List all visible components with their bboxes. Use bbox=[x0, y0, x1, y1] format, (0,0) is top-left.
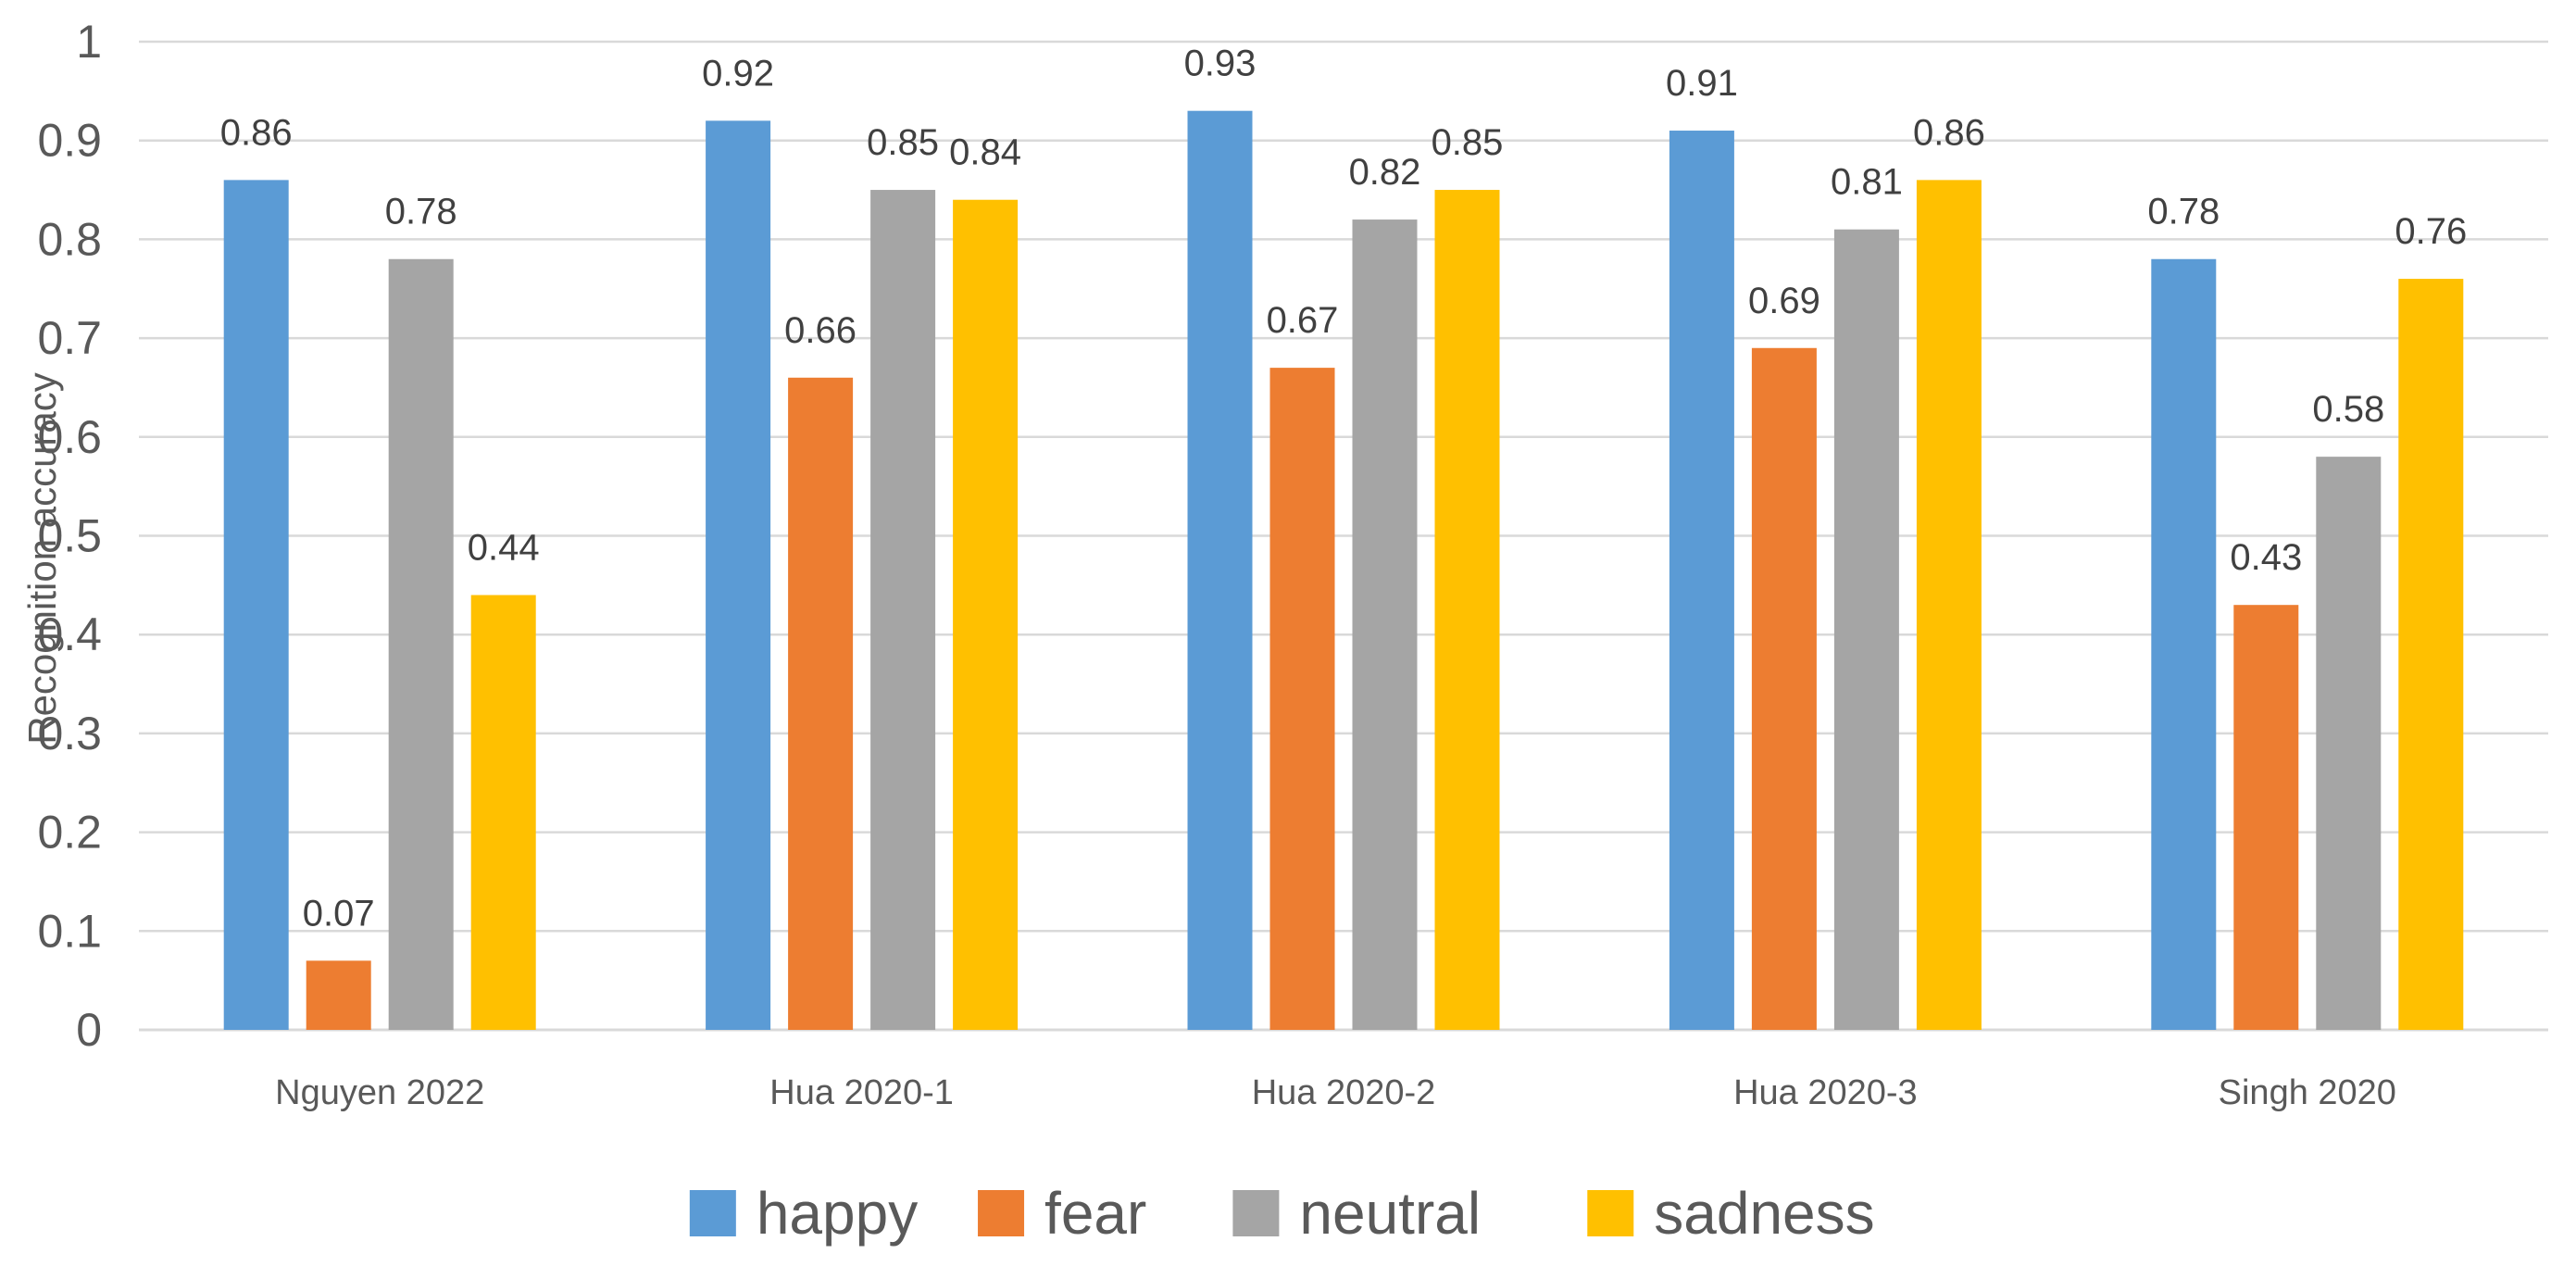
y-tick-label: 0.6 bbox=[37, 411, 102, 463]
x-axis-categories: Nguyen 2022 Hua 2020-1 Hua 2020-2 Hua 2020-… bbox=[275, 1073, 2396, 1112]
data-label-neutral: 0.82 bbox=[1349, 152, 1421, 193]
data-label-fear: 0.69 bbox=[1748, 281, 1820, 321]
data-label-happy: 0.92 bbox=[702, 53, 774, 94]
bar-sadness bbox=[1916, 180, 1982, 1030]
y-tick-label: 0.2 bbox=[37, 807, 102, 859]
bar-sadness bbox=[1434, 190, 1500, 1031]
bar-sadness bbox=[953, 199, 1019, 1031]
y-tick-label: 0 bbox=[76, 1004, 102, 1056]
y-axis-title: Recognition accuracy bbox=[20, 372, 64, 745]
category-label: Hua 2020-1 bbox=[769, 1073, 954, 1112]
data-label-fear: 0.67 bbox=[1267, 300, 1339, 341]
bar-neutral bbox=[2316, 457, 2382, 1030]
bar-fear bbox=[306, 960, 371, 1030]
y-tick-label: 0.9 bbox=[37, 115, 102, 167]
data-label-neutral: 0.85 bbox=[867, 122, 939, 163]
legend-label-fear: fear bbox=[1044, 1180, 1146, 1247]
bar-sadness bbox=[2398, 279, 2464, 1031]
bar-fear bbox=[2233, 605, 2299, 1030]
legend-swatch-happy bbox=[689, 1190, 736, 1236]
data-label-neutral: 0.58 bbox=[2312, 389, 2384, 430]
legend-label-happy: happy bbox=[757, 1180, 918, 1247]
data-label-sadness: 0.85 bbox=[1432, 122, 1504, 163]
data-label-happy: 0.91 bbox=[1666, 63, 1738, 104]
bar-neutral bbox=[1833, 229, 1899, 1031]
category-label: Singh 2020 bbox=[2219, 1073, 2396, 1112]
y-tick-label: 0.4 bbox=[37, 608, 102, 660]
data-label-happy: 0.78 bbox=[2147, 192, 2220, 232]
data-label-sadness: 0.44 bbox=[468, 528, 540, 569]
bar-happy bbox=[1187, 110, 1253, 1030]
y-tick-label: 0.5 bbox=[37, 510, 102, 562]
y-axis-ticks: 0 0.1 0.2 0.3 0.4 0.5 0.6 0.7 0.8 0.9 1 bbox=[37, 16, 102, 1056]
legend: happy fear neutral sadness bbox=[689, 1180, 1875, 1247]
y-tick-label: 0.8 bbox=[37, 213, 102, 265]
legend-swatch-neutral bbox=[1232, 1190, 1280, 1236]
bar-fear bbox=[1269, 368, 1335, 1030]
data-label-fear: 0.66 bbox=[784, 310, 857, 351]
y-tick-label: 0.7 bbox=[37, 312, 102, 364]
legend-label-sadness: sadness bbox=[1654, 1180, 1874, 1247]
data-label-sadness: 0.86 bbox=[1913, 112, 1985, 153]
data-labels: 0.860.070.780.440.920.660.85 0.840.930.67… bbox=[220, 44, 2467, 934]
gridlines bbox=[139, 40, 2548, 1032]
legend-label-neutral: neutral bbox=[1299, 1180, 1481, 1247]
category-label: Hua 2020-2 bbox=[1252, 1073, 1436, 1112]
bar-neutral bbox=[1352, 219, 1418, 1030]
y-tick-label: 1 bbox=[76, 16, 102, 68]
data-label-sadness: 0.84 bbox=[949, 132, 1021, 173]
legend-item-sadness: sadness bbox=[1587, 1180, 1875, 1247]
bar-neutral bbox=[388, 258, 454, 1030]
bar-happy bbox=[2151, 258, 2217, 1030]
data-label-fear: 0.43 bbox=[2230, 537, 2302, 578]
bar-sadness bbox=[470, 595, 536, 1030]
legend-swatch-fear bbox=[978, 1190, 1025, 1236]
legend-item-fear: fear bbox=[978, 1180, 1146, 1247]
data-label-happy: 0.86 bbox=[220, 112, 293, 153]
data-label-fear: 0.07 bbox=[303, 893, 375, 934]
bar-happy bbox=[223, 180, 289, 1030]
bar-fear bbox=[1751, 347, 1817, 1030]
data-label-neutral: 0.78 bbox=[385, 192, 457, 232]
bar-happy bbox=[706, 120, 771, 1031]
bar-happy bbox=[1669, 131, 1734, 1030]
y-tick-label: 0.1 bbox=[37, 905, 102, 957]
legend-item-happy: happy bbox=[689, 1180, 918, 1247]
y-tick-label: 0.3 bbox=[37, 708, 102, 759]
category-label: Hua 2020-3 bbox=[1733, 1073, 1918, 1112]
legend-item-neutral: neutral bbox=[1232, 1180, 1481, 1247]
bars bbox=[223, 110, 2464, 1031]
data-label-happy: 0.93 bbox=[1184, 44, 1257, 84]
bar-fear bbox=[788, 377, 854, 1030]
data-label-sadness: 0.76 bbox=[2395, 211, 2467, 252]
legend-swatch-sadness bbox=[1587, 1190, 1634, 1236]
category-label: Nguyen 2022 bbox=[275, 1073, 484, 1112]
bar-neutral bbox=[870, 190, 936, 1031]
data-label-neutral: 0.81 bbox=[1831, 162, 1903, 203]
